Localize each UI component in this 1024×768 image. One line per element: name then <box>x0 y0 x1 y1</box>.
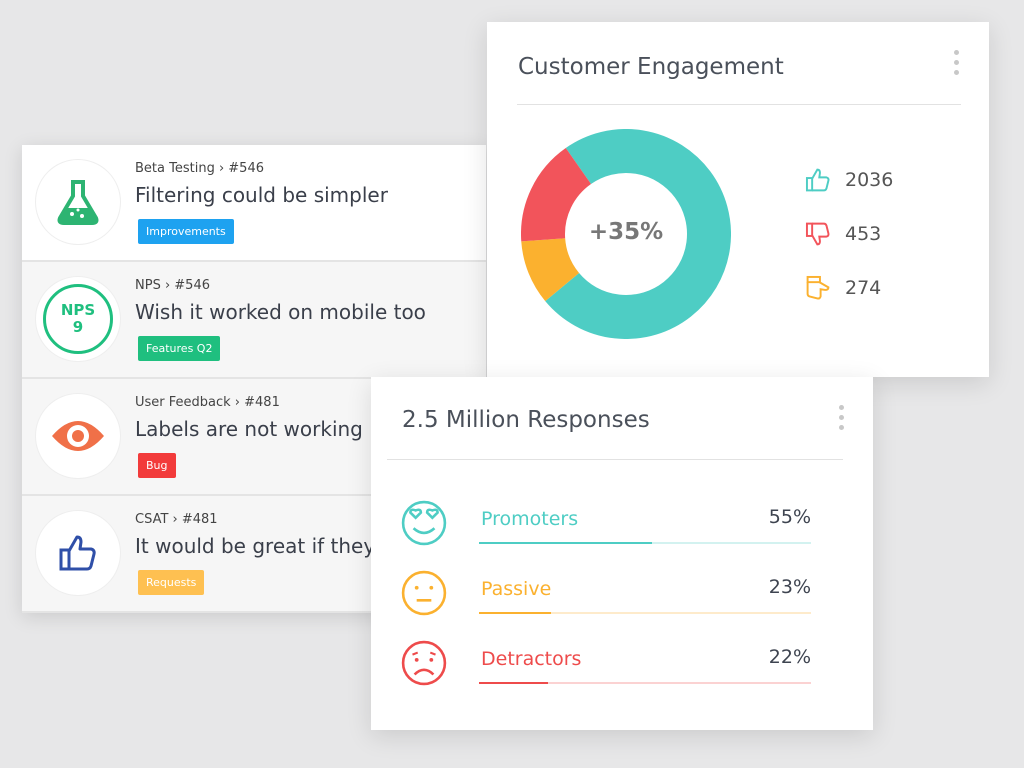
responses-card: 2.5 Million Responses Promoters 55% Pass… <box>371 377 873 730</box>
progress-track <box>479 682 811 684</box>
donut-center-label: +35% <box>588 219 664 245</box>
likes-count: 2036 <box>845 169 894 191</box>
customer-engagement-card: Customer Engagement +35% 2036 453 274 <box>487 22 989 377</box>
response-percent: 23% <box>768 576 811 598</box>
response-row-promoters: Promoters 55% <box>401 500 811 562</box>
list-item[interactable]: NPS 9 NPS › #546 Wish it worked on mobile… <box>22 262 486 379</box>
thumbs-down-icon <box>805 222 830 246</box>
card-title: 2.5 Million Responses <box>402 407 650 433</box>
item-title: Wish it worked on mobile too <box>135 300 426 324</box>
stat-neutral: 274 <box>805 275 881 301</box>
eye-icon <box>35 393 121 479</box>
nps-score: 9 <box>72 318 84 336</box>
response-row-passive: Passive 23% <box>401 570 811 632</box>
progress-track <box>479 612 811 614</box>
item-title: Labels are not working <box>135 417 363 441</box>
response-label: Promoters <box>481 508 579 530</box>
item-meta: User Feedback › #481 <box>135 395 280 410</box>
more-options-icon[interactable] <box>839 405 844 435</box>
progress-fill <box>479 612 552 614</box>
tag-badge[interactable]: Features Q2 <box>138 336 221 361</box>
card-title: Customer Engagement <box>518 54 784 80</box>
donut-segment <box>545 129 731 339</box>
neutral-count: 274 <box>845 277 882 299</box>
thumbs-up-icon <box>805 168 830 192</box>
item-title: It would be great if they <box>135 534 376 558</box>
tag-badge[interactable]: Improvements <box>138 219 234 244</box>
divider <box>387 459 843 460</box>
nps-label: NPS <box>60 301 96 319</box>
stat-likes: 2036 <box>805 167 893 193</box>
progress-fill <box>479 542 652 544</box>
response-label: Detractors <box>481 648 582 670</box>
list-item[interactable]: Beta Testing › #546 Filtering could be s… <box>22 145 486 262</box>
neutral-face-icon <box>401 570 447 616</box>
stat-dislikes: 453 <box>805 221 881 247</box>
progress-track <box>479 542 811 544</box>
sad-face-icon <box>401 640 447 686</box>
nps-badge: NPS 9 <box>35 276 121 362</box>
donut-segment <box>521 147 592 242</box>
dislikes-count: 453 <box>845 223 882 245</box>
response-row-detractors: Detractors 22% <box>401 640 811 702</box>
heart-eyes-face-icon <box>401 500 447 546</box>
thumbs-up-icon <box>35 510 121 596</box>
response-percent: 22% <box>768 646 811 668</box>
response-percent: 55% <box>768 506 811 528</box>
more-options-icon[interactable] <box>954 50 959 80</box>
item-meta: CSAT › #481 <box>135 512 218 527</box>
tag-badge[interactable]: Bug <box>138 453 176 478</box>
thumbs-sideways-icon <box>806 275 830 300</box>
donut-chart <box>521 129 731 339</box>
item-meta: Beta Testing › #546 <box>135 161 264 176</box>
donut-segment <box>521 237 580 302</box>
flask-icon <box>35 159 121 245</box>
response-label: Passive <box>481 578 552 600</box>
divider <box>517 104 961 105</box>
tag-badge[interactable]: Requests <box>138 570 205 595</box>
progress-fill <box>479 682 549 684</box>
item-meta: NPS › #546 <box>135 278 210 293</box>
item-title: Filtering could be simpler <box>135 183 388 207</box>
